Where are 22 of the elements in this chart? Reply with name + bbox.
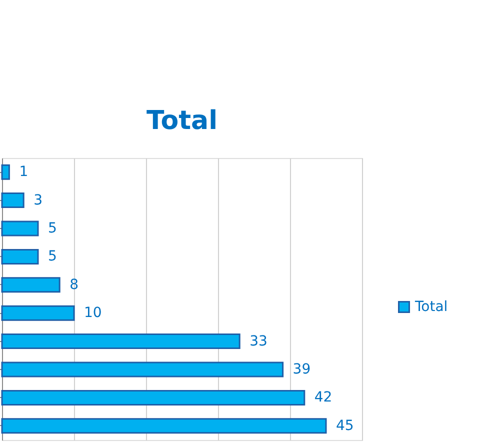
data-label: 3 bbox=[34, 192, 43, 208]
bar bbox=[1, 220, 39, 236]
chart-title: Total bbox=[146, 106, 218, 136]
bar bbox=[1, 334, 240, 350]
bar bbox=[1, 164, 10, 180]
data-label: 33 bbox=[250, 333, 268, 350]
bar bbox=[1, 390, 306, 406]
data-label: 42 bbox=[314, 390, 332, 406]
data-label: 39 bbox=[292, 362, 311, 378]
legend-label: Total bbox=[414, 299, 448, 315]
data-label: 45 bbox=[336, 418, 354, 434]
data-label: 1 bbox=[19, 164, 28, 180]
data-label: 10 bbox=[84, 305, 102, 322]
bar bbox=[1, 362, 284, 378]
bar bbox=[1, 277, 60, 293]
data-label: 5 bbox=[48, 248, 57, 265]
bar bbox=[1, 418, 327, 434]
data-label: 8 bbox=[70, 276, 79, 293]
bar bbox=[1, 192, 24, 208]
data-label: 5 bbox=[48, 220, 57, 236]
bar bbox=[1, 248, 39, 264]
bar bbox=[1, 305, 75, 321]
